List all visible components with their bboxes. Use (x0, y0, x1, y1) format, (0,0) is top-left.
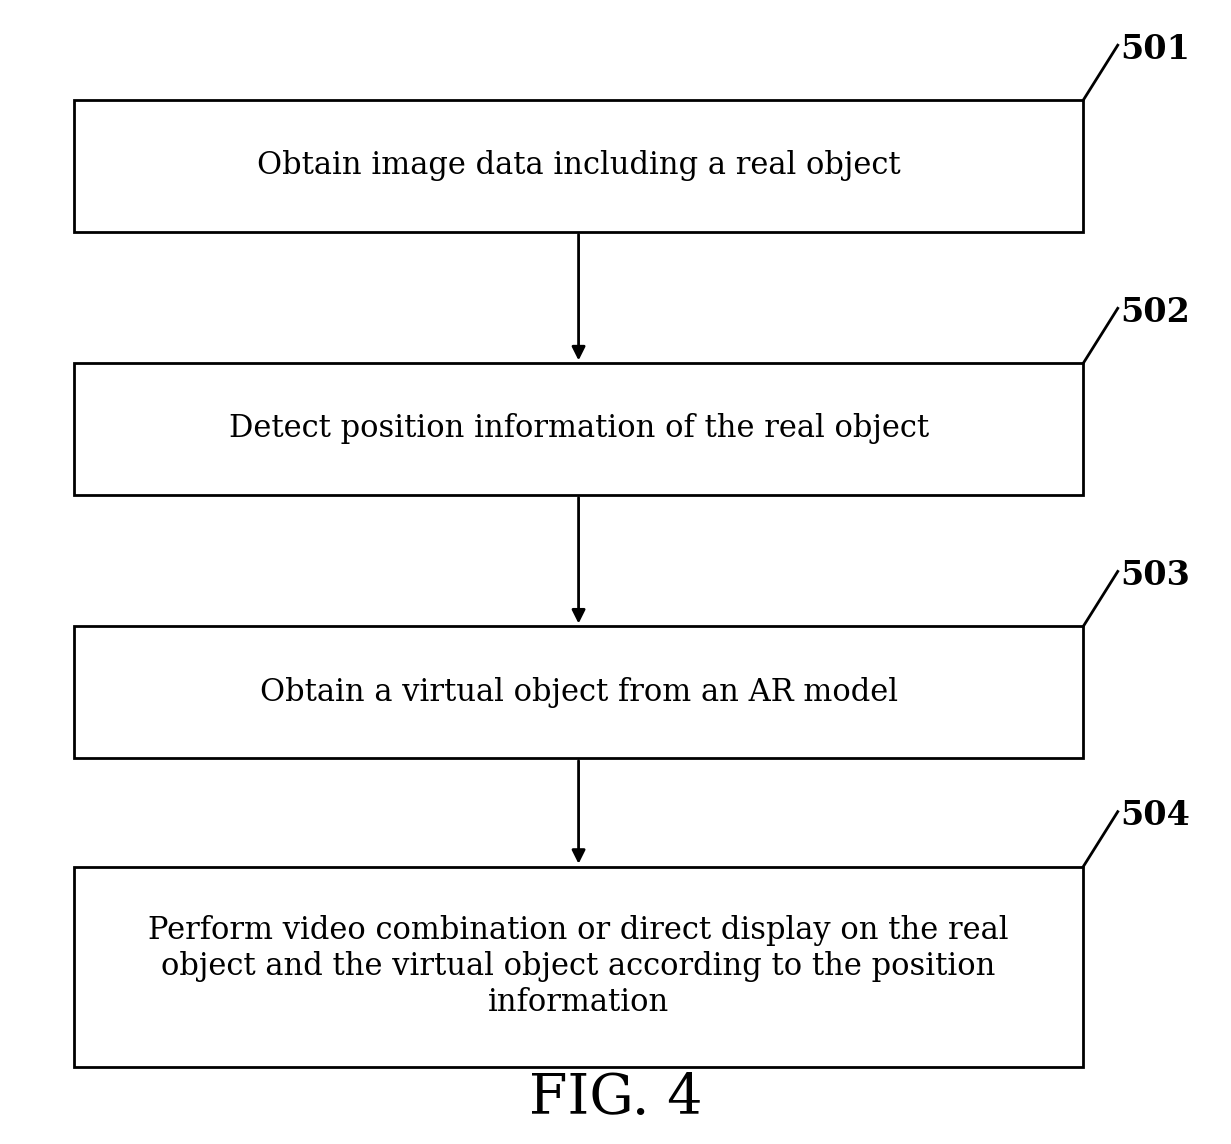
Text: 502: 502 (1120, 296, 1190, 329)
Text: FIG. 4: FIG. 4 (529, 1071, 702, 1126)
Bar (74, 364, 1083, 494)
Text: 503: 503 (1120, 559, 1190, 593)
Text: Detect position information of the real object: Detect position information of the real … (229, 413, 928, 445)
Text: Obtain image data including a real object: Obtain image data including a real objec… (257, 150, 900, 182)
Text: 504: 504 (1120, 800, 1190, 833)
Bar (74, 626, 1083, 757)
Text: Obtain a virtual object from an AR model: Obtain a virtual object from an AR model (260, 676, 897, 708)
Bar (74, 867, 1083, 1066)
Bar (74, 100, 1083, 231)
Text: 501: 501 (1120, 33, 1190, 65)
Text: Perform video combination or direct display on the real
object and the virtual o: Perform video combination or direct disp… (148, 915, 1009, 1018)
